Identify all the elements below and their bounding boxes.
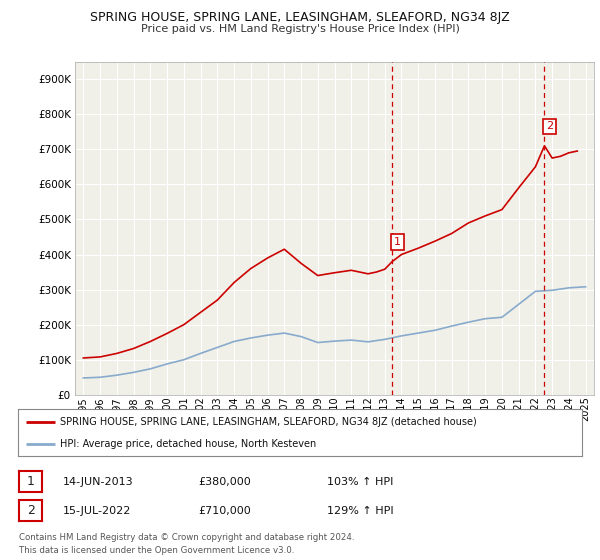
Text: Contains HM Land Registry data © Crown copyright and database right 2024.
This d: Contains HM Land Registry data © Crown c… <box>19 533 355 556</box>
Text: 14-JUN-2013: 14-JUN-2013 <box>63 477 134 487</box>
Text: Price paid vs. HM Land Registry's House Price Index (HPI): Price paid vs. HM Land Registry's House … <box>140 24 460 34</box>
Text: £380,000: £380,000 <box>198 477 251 487</box>
Text: SPRING HOUSE, SPRING LANE, LEASINGHAM, SLEAFORD, NG34 8JZ (detached house): SPRING HOUSE, SPRING LANE, LEASINGHAM, S… <box>60 417 477 427</box>
Text: £710,000: £710,000 <box>198 506 251 516</box>
Text: 2: 2 <box>546 122 553 132</box>
Text: 1: 1 <box>394 237 401 247</box>
Text: HPI: Average price, detached house, North Kesteven: HPI: Average price, detached house, Nort… <box>60 438 317 449</box>
Text: 1: 1 <box>26 475 35 488</box>
Text: 15-JUL-2022: 15-JUL-2022 <box>63 506 131 516</box>
Text: 103% ↑ HPI: 103% ↑ HPI <box>327 477 394 487</box>
Text: SPRING HOUSE, SPRING LANE, LEASINGHAM, SLEAFORD, NG34 8JZ: SPRING HOUSE, SPRING LANE, LEASINGHAM, S… <box>90 11 510 24</box>
Text: 129% ↑ HPI: 129% ↑ HPI <box>327 506 394 516</box>
Text: 2: 2 <box>26 504 35 517</box>
